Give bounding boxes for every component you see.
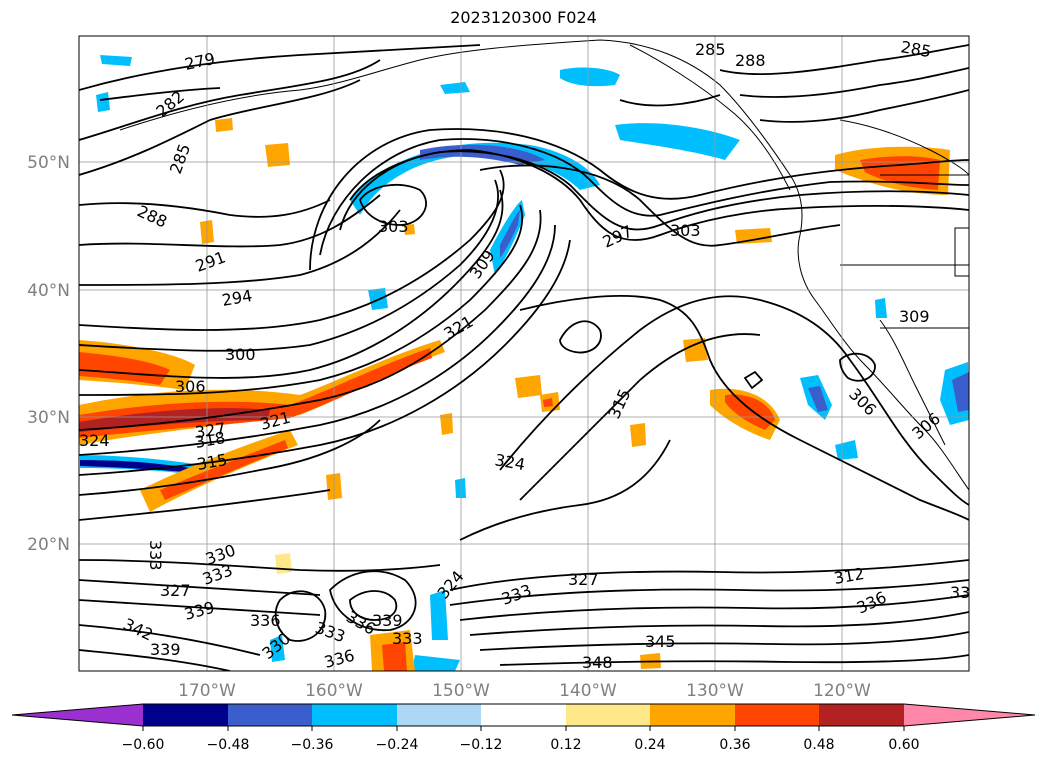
map-frame: [78, 35, 970, 672]
colorbar-swatch: [481, 704, 566, 726]
lon-label-130w: 130°W: [686, 681, 744, 701]
colorbar: −0.60 −0.48 −0.36 −0.24 −0.12 0.12 0.24 …: [11, 703, 1036, 753]
contour-label: 327: [160, 581, 191, 600]
colorbar-swatch: [12, 704, 143, 726]
lon-label-120w: 120°W: [813, 681, 871, 701]
colorbar-swatch: [143, 704, 228, 726]
coastlines: [119, 39, 969, 491]
colorbar-swatch: [650, 704, 735, 726]
colorbar-tick-label: −0.36: [291, 737, 334, 753]
contour-label: 339: [150, 640, 181, 659]
contour-label: 345: [645, 632, 676, 651]
colorbar-swatch: [566, 704, 650, 726]
map-title: 2023120300 F024: [450, 8, 597, 27]
contour-label: 348: [582, 653, 613, 672]
contour-label: 33: [950, 583, 970, 602]
lon-label-140w: 140°W: [559, 681, 617, 701]
colorbar-tick-label: 0.60: [888, 737, 919, 753]
contour-label: 306: [175, 377, 206, 396]
colorbar-swatch: [819, 704, 904, 726]
contour-label: 303: [670, 221, 701, 240]
colorbar-swatch: [397, 704, 481, 726]
colorbar-tick-label: −0.12: [460, 737, 503, 753]
contour-label: 333: [146, 540, 165, 571]
colorbar-tick-label: −0.60: [122, 737, 165, 753]
colorbar-swatch: [228, 704, 312, 726]
contour-label: 324: [79, 431, 110, 450]
contour-label: 300: [225, 345, 256, 364]
colorbar-tick-label: 0.24: [634, 737, 665, 753]
shaded-anomalies: [79, 55, 969, 671]
map-panel: 279 282 285 288 291 294 300 306 303 309 …: [79, 36, 970, 672]
colorbar-swatch: [904, 704, 1035, 726]
lon-label-150w: 150°W: [432, 681, 490, 701]
contour-label: 339: [372, 611, 403, 630]
contour-label: 288: [735, 51, 766, 70]
latitude-labels: 50°N 40°N 30°N 20°N: [27, 153, 70, 555]
lon-label-160w: 160°W: [305, 681, 363, 701]
contour-label: 336: [250, 611, 281, 630]
colorbar-tick-label: 0.48: [803, 737, 834, 753]
lon-label-170w: 170°W: [178, 681, 236, 701]
contour-label: 327: [568, 570, 599, 589]
potential-temperature-contours: [79, 44, 969, 671]
colorbar-tick-label: 0.36: [719, 737, 750, 753]
colorbar-swatch: [312, 704, 397, 726]
colorbar-tick-label: 0.12: [550, 737, 581, 753]
lat-label-50n: 50°N: [27, 153, 70, 173]
longitude-labels: 170°W 160°W 150°W 140°W 130°W 120°W: [178, 681, 871, 701]
contour-label: 303: [378, 217, 409, 236]
colorbar-tick-label: −0.24: [376, 737, 419, 753]
colorbar-ticks: −0.60 −0.48 −0.36 −0.24 −0.12 0.12 0.24 …: [122, 726, 920, 753]
contour-label: 285: [695, 40, 726, 59]
contour-label: 327: [194, 419, 227, 442]
contour-label: 309: [899, 307, 930, 326]
contour-label: 333: [392, 629, 423, 648]
lat-label-20n: 20°N: [27, 535, 70, 555]
colorbar-swatch: [735, 704, 819, 726]
colorbar-tick-label: −0.48: [207, 737, 250, 753]
lat-label-30n: 30°N: [27, 408, 70, 428]
lat-label-40n: 40°N: [27, 281, 70, 301]
